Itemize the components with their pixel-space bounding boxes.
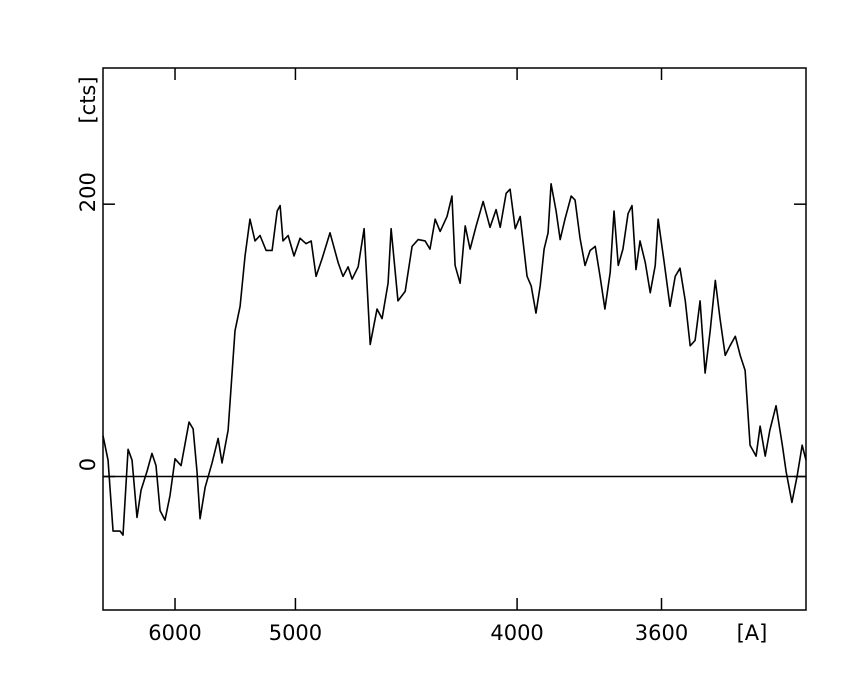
x-tick-label: 4000: [490, 621, 543, 645]
x-axis-label: [A]: [737, 621, 768, 645]
y-tick-label: 200: [76, 172, 100, 212]
y-axis-label: [cts]: [76, 76, 100, 123]
y-tick-label: 0: [76, 458, 100, 471]
x-tick-label: 3600: [635, 621, 688, 645]
x-tick-label: 5000: [269, 621, 322, 645]
plot-frame: [102, 67, 807, 611]
x-tick-label: 6000: [148, 621, 201, 645]
spectrum-line: [102, 182, 807, 536]
